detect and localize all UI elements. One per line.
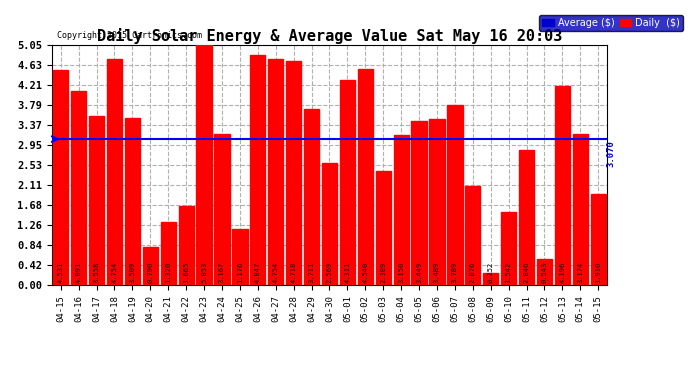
- Text: 0.252: 0.252: [488, 261, 494, 283]
- Text: 1.665: 1.665: [183, 261, 189, 283]
- Text: 1.910: 1.910: [595, 261, 601, 283]
- Bar: [537, 259, 552, 285]
- Text: 4.196: 4.196: [560, 261, 565, 283]
- Title: Daily Solar Energy & Average Value Sat May 16 20:03: Daily Solar Energy & Average Value Sat M…: [97, 28, 562, 44]
- Text: 4.311: 4.311: [344, 261, 351, 283]
- Text: 2.076: 2.076: [470, 261, 476, 283]
- Bar: [501, 212, 516, 285]
- Text: Copyright 2015 Cartronics.com: Copyright 2015 Cartronics.com: [57, 31, 202, 40]
- Text: 3.174: 3.174: [578, 261, 583, 283]
- Bar: [322, 163, 337, 285]
- Bar: [286, 61, 302, 285]
- Bar: [233, 229, 248, 285]
- Bar: [197, 45, 212, 285]
- Text: 3.167: 3.167: [219, 261, 225, 283]
- Bar: [519, 150, 534, 285]
- Bar: [465, 186, 480, 285]
- Bar: [375, 171, 391, 285]
- Text: 2.846: 2.846: [524, 261, 529, 283]
- Bar: [393, 135, 408, 285]
- Bar: [71, 91, 86, 285]
- Text: 3.070: 3.070: [607, 140, 615, 167]
- Text: 0.543: 0.543: [542, 261, 547, 283]
- Text: 3.449: 3.449: [416, 261, 422, 283]
- Bar: [591, 194, 606, 285]
- Bar: [411, 121, 426, 285]
- Text: 5.053: 5.053: [201, 261, 207, 283]
- Text: 1.542: 1.542: [506, 261, 512, 283]
- Bar: [268, 59, 284, 285]
- Bar: [107, 59, 122, 285]
- Bar: [215, 135, 230, 285]
- Text: 3.509: 3.509: [130, 261, 135, 283]
- Bar: [179, 206, 194, 285]
- Bar: [573, 134, 588, 285]
- Bar: [339, 80, 355, 285]
- Text: 3.558: 3.558: [94, 261, 99, 283]
- Bar: [125, 118, 140, 285]
- Text: 4.847: 4.847: [255, 261, 261, 283]
- Bar: [483, 273, 498, 285]
- Bar: [555, 86, 570, 285]
- Text: 3.150: 3.150: [398, 261, 404, 283]
- Text: 4.718: 4.718: [290, 261, 297, 283]
- Text: 4.754: 4.754: [273, 261, 279, 283]
- Text: 4.531: 4.531: [58, 261, 63, 283]
- Text: 3.489: 3.489: [434, 261, 440, 283]
- Text: 1.176: 1.176: [237, 261, 243, 283]
- Bar: [89, 116, 104, 285]
- Text: 1.320: 1.320: [165, 261, 171, 283]
- Text: 0.790: 0.790: [147, 261, 153, 283]
- Bar: [447, 105, 462, 285]
- Bar: [357, 69, 373, 285]
- Legend: Average ($), Daily  ($): Average ($), Daily ($): [540, 15, 683, 31]
- Bar: [53, 70, 68, 285]
- Bar: [429, 119, 444, 285]
- Bar: [161, 222, 176, 285]
- Text: 2.389: 2.389: [380, 261, 386, 283]
- Text: 4.540: 4.540: [362, 261, 368, 283]
- Bar: [143, 248, 158, 285]
- Text: 3.789: 3.789: [452, 261, 458, 283]
- Text: 3.711: 3.711: [308, 261, 315, 283]
- Bar: [304, 109, 319, 285]
- Text: 4.091: 4.091: [76, 261, 81, 283]
- Text: 2.569: 2.569: [326, 261, 333, 283]
- Bar: [250, 55, 266, 285]
- Text: 4.754: 4.754: [112, 261, 117, 283]
